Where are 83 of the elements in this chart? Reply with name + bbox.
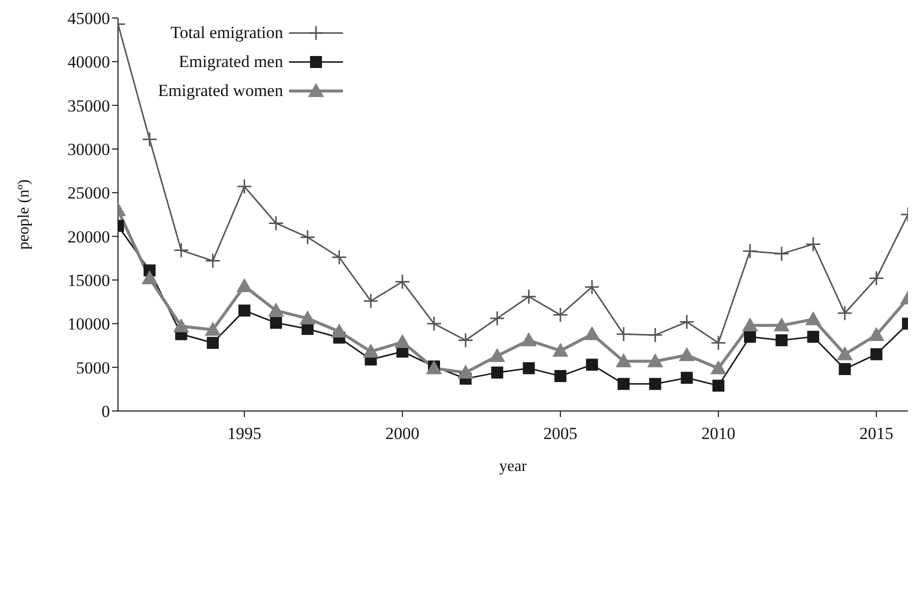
point (142, 270, 158, 284)
point (618, 378, 630, 390)
y-axis-title: people (nº) (16, 179, 33, 250)
legend-label: Total emigration (170, 22, 284, 42)
point (552, 307, 568, 323)
x-tick-label: 2010 (701, 424, 736, 444)
point (268, 215, 284, 231)
point (238, 304, 250, 317)
point (522, 362, 535, 374)
point (838, 363, 851, 376)
point (647, 353, 664, 368)
point (744, 330, 756, 343)
point (616, 326, 632, 342)
point (363, 293, 379, 309)
y-tick-label: 30000 (68, 140, 110, 160)
legend-label: Emigrated men (178, 52, 284, 72)
point (712, 380, 724, 392)
point (142, 132, 158, 148)
point (616, 353, 632, 368)
point (837, 305, 853, 321)
point (331, 250, 347, 266)
point (868, 270, 884, 286)
point (426, 316, 442, 332)
point (805, 311, 822, 326)
point (268, 302, 284, 317)
point (206, 336, 219, 349)
x-tick-label: 2000 (385, 424, 420, 444)
x-tick-label: 1995 (227, 424, 262, 444)
point (649, 378, 662, 390)
point (584, 326, 600, 340)
y-tick-label: 0 (102, 402, 110, 422)
point (270, 316, 282, 329)
point (710, 335, 726, 351)
point (458, 364, 474, 379)
point (776, 334, 788, 346)
point (394, 274, 410, 290)
y-tick-label: 40000 (68, 52, 110, 72)
point (647, 327, 663, 343)
point (742, 317, 758, 332)
point (710, 360, 726, 374)
x-tick-label: 2005 (543, 424, 578, 444)
point (173, 318, 190, 332)
x-tick-label: 2015 (859, 424, 894, 444)
point (205, 253, 221, 269)
y-tick-label: 10000 (68, 314, 110, 334)
point (586, 358, 598, 371)
point (679, 314, 695, 330)
point (331, 324, 348, 338)
point (678, 347, 695, 362)
point (774, 317, 790, 332)
y-tick-label: 25000 (68, 184, 110, 203)
point (458, 332, 474, 348)
point (742, 243, 758, 259)
x-axis-title: year (499, 458, 528, 475)
point (173, 242, 189, 258)
point (870, 348, 882, 360)
point (394, 334, 410, 348)
point (554, 370, 566, 382)
point (774, 246, 790, 262)
point (584, 279, 600, 295)
point (552, 342, 568, 357)
point (362, 344, 379, 358)
point (300, 229, 316, 245)
point (520, 332, 537, 346)
point (236, 178, 252, 194)
point (236, 278, 252, 292)
legend-label: Emigrated women (158, 80, 284, 100)
point (489, 348, 506, 362)
point (300, 310, 316, 324)
y-tick-label: 45000 (68, 9, 110, 28)
point (489, 310, 505, 326)
point (836, 346, 853, 360)
point (805, 236, 821, 252)
point (868, 327, 884, 342)
point (491, 366, 504, 379)
point (204, 322, 221, 336)
point (680, 372, 693, 384)
point (807, 330, 820, 343)
y-tick-label: 15000 (68, 271, 110, 290)
y-tick-label: 20000 (68, 227, 110, 246)
point (521, 288, 537, 304)
y-tick-label: 5000 (76, 358, 110, 378)
y-tick-label: 35000 (68, 96, 110, 116)
